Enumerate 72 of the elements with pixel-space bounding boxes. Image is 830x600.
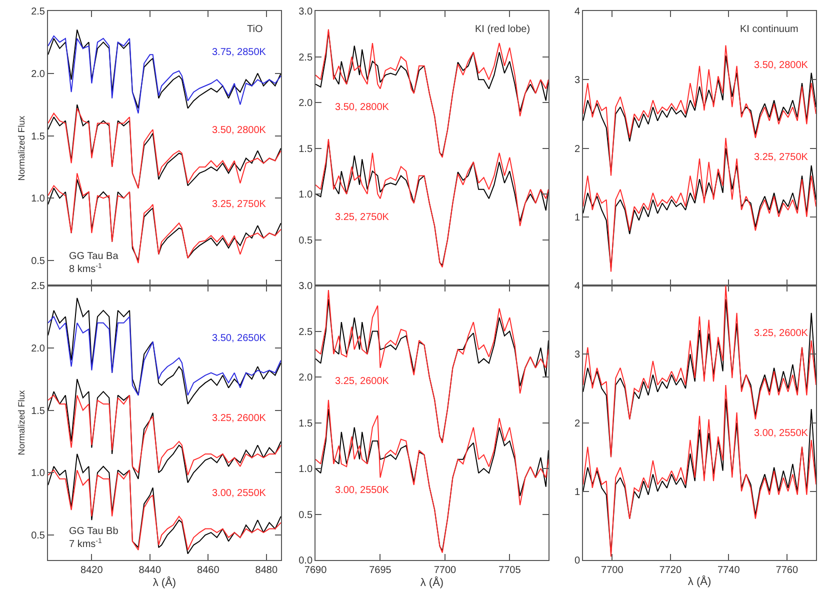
x-axis-title: λ (Å) [152, 576, 176, 589]
y-tick-label: 2.5 [31, 6, 46, 18]
x-tick-label: 8440 [138, 565, 162, 576]
y-tick-label: 2.5 [298, 52, 313, 64]
text: 3.25, 2600K [212, 413, 266, 424]
y-tick-label: 1 [574, 486, 580, 498]
y-tick-label: 2.0 [298, 98, 313, 109]
series-label: 3.00, 2550K [754, 428, 808, 439]
y-tick-label: 0.0 [298, 556, 313, 566]
line-series [48, 316, 281, 396]
y-axis-title: Normalized Flux [16, 115, 26, 181]
x-tick-label: 7690 [304, 565, 328, 576]
y-tick-label: 1.0 [298, 464, 313, 475]
y-tick-label: 3.0 [298, 6, 313, 18]
x-axis-title: λ (Å) [688, 575, 712, 588]
y-tick-label: 4 [574, 281, 580, 292]
y-tick-label: 1.5 [298, 144, 313, 155]
series-label: 3.25, 2750K [754, 152, 808, 163]
text: 3.50, 2800K [212, 125, 266, 136]
text: 3.00, 2550K [212, 488, 266, 499]
y-tick-label: 0.5 [298, 235, 313, 246]
text: 3.25, 2750K [212, 199, 266, 210]
y-tick-label: 3 [574, 75, 580, 86]
y-tick-label: 4 [574, 6, 580, 18]
text: 3.50, 2650K [212, 333, 266, 344]
y-tick-label: 2.5 [31, 281, 46, 292]
line-series [48, 470, 281, 551]
text: TiO [247, 24, 263, 35]
x-tick-label: 8460 [197, 565, 220, 576]
x-tick-label: 7700 [434, 565, 456, 576]
x-tick-label: 8420 [80, 565, 104, 576]
annotation: GG Tau Bb 7 kms$^{-1}$ [69, 526, 119, 550]
x-tick-label: 7740 [718, 565, 740, 576]
series-label: 3.25, 2600K [335, 376, 390, 387]
x-tick-label: 7695 [369, 565, 392, 576]
y-tick-label: 1.0 [31, 194, 46, 205]
y-axis-title: Normalized Flux [16, 390, 26, 456]
y-tick-label: 1.0 [31, 468, 46, 480]
y-tick-label: 3.0 [298, 281, 313, 292]
x-tick-label: 7705 [498, 565, 522, 576]
annotation: GG Tau Ba 8 kms$^{-1}$ [69, 251, 119, 275]
y-tick-label: 2 [574, 418, 580, 430]
y-tick-label: 2.0 [31, 68, 46, 80]
x-axis-title: λ (Å) [420, 576, 444, 589]
y-tick-label: 0.5 [31, 256, 46, 268]
y-tick-label: 1.5 [31, 131, 46, 142]
y-tick-label: 2.0 [298, 372, 313, 384]
series-label: 3.25, 2600K [754, 328, 808, 339]
series-label: 3.50, 2800K [335, 102, 390, 113]
y-tick-label: 1.5 [298, 418, 313, 430]
y-tick-label: 0.5 [298, 510, 313, 521]
y-tick-label: 0 [574, 556, 580, 566]
line-series [48, 394, 281, 476]
line-series [48, 297, 281, 405]
y-tick-label: 2 [574, 144, 580, 155]
x-tick-label: 7760 [776, 565, 798, 576]
x-tick-label: 7720 [659, 565, 682, 576]
text: KI continuum [740, 24, 798, 35]
y-tick-label: 2.0 [31, 343, 46, 354]
series-label: 3.00, 2550K [335, 485, 390, 496]
x-tick-label: 7700 [601, 565, 624, 576]
y-tick-label: 0.5 [31, 530, 46, 542]
text: 3.75, 2850K [212, 47, 266, 58]
series-label: 3.25, 2750K [335, 212, 390, 223]
y-tick-label: 3 [574, 350, 580, 361]
x-tick-label: 8480 [255, 565, 278, 576]
y-tick-label: 1.5 [31, 406, 46, 417]
series-label: 3.50, 2800K [754, 60, 808, 71]
y-tick-label: 2.5 [298, 326, 313, 338]
y-tick-label: 1 [574, 212, 580, 224]
y-tick-label: 1.0 [298, 190, 313, 200]
text: KI (red lobe) [475, 24, 530, 35]
